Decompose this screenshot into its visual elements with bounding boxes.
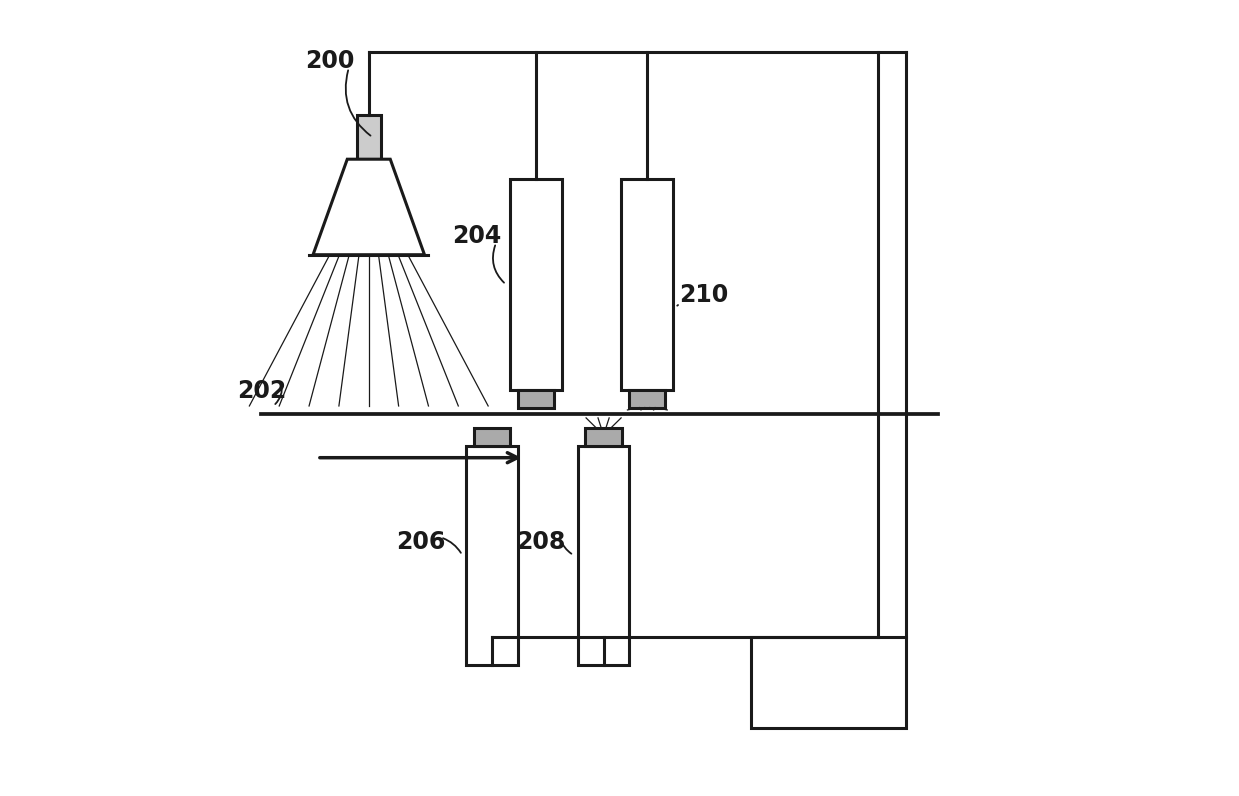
Bar bbox=[475, 428, 510, 446]
FancyArrowPatch shape bbox=[493, 245, 504, 283]
Bar bbox=[510, 179, 561, 390]
Bar bbox=[586, 428, 622, 446]
Bar bbox=[518, 390, 554, 408]
FancyArrowPatch shape bbox=[275, 384, 282, 404]
Bar bbox=[629, 390, 665, 408]
Bar bbox=[622, 179, 673, 390]
Text: 200: 200 bbox=[305, 49, 354, 72]
Text: 202: 202 bbox=[238, 379, 286, 403]
Bar bbox=[357, 115, 380, 159]
FancyArrowPatch shape bbox=[444, 538, 461, 553]
Text: 208: 208 bbox=[515, 530, 565, 554]
Bar bbox=[577, 446, 629, 665]
Bar bbox=[751, 637, 906, 728]
Text: 206: 206 bbox=[396, 530, 446, 554]
Bar bbox=[466, 446, 518, 665]
FancyArrowPatch shape bbox=[561, 540, 571, 554]
Polygon shape bbox=[313, 159, 425, 255]
Text: 210: 210 bbox=[679, 283, 729, 307]
Text: 204: 204 bbox=[452, 224, 502, 248]
